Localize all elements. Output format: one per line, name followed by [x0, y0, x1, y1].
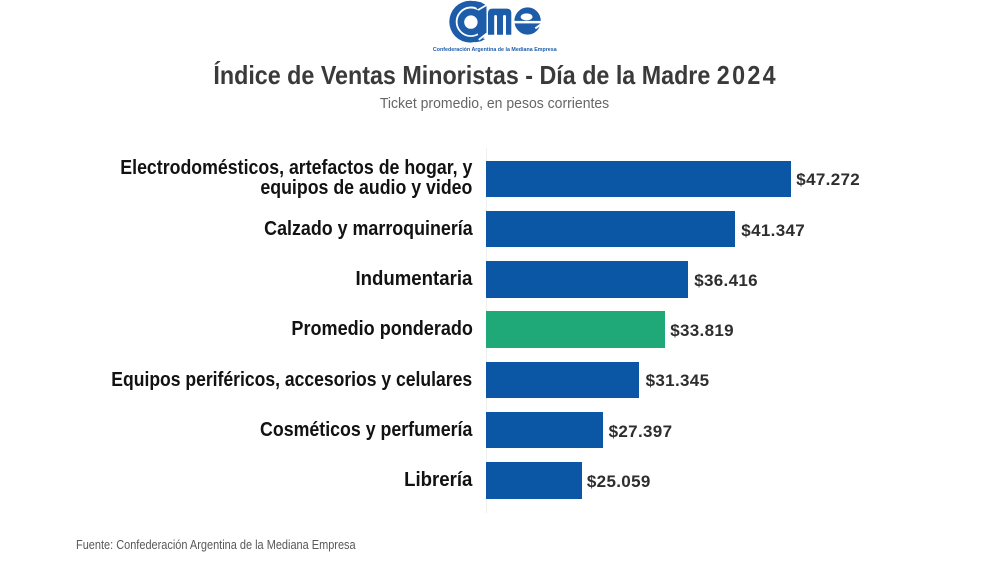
svg-text:Confederación Argentina de la: Confederación Argentina de la Mediana Em… [433, 47, 558, 53]
